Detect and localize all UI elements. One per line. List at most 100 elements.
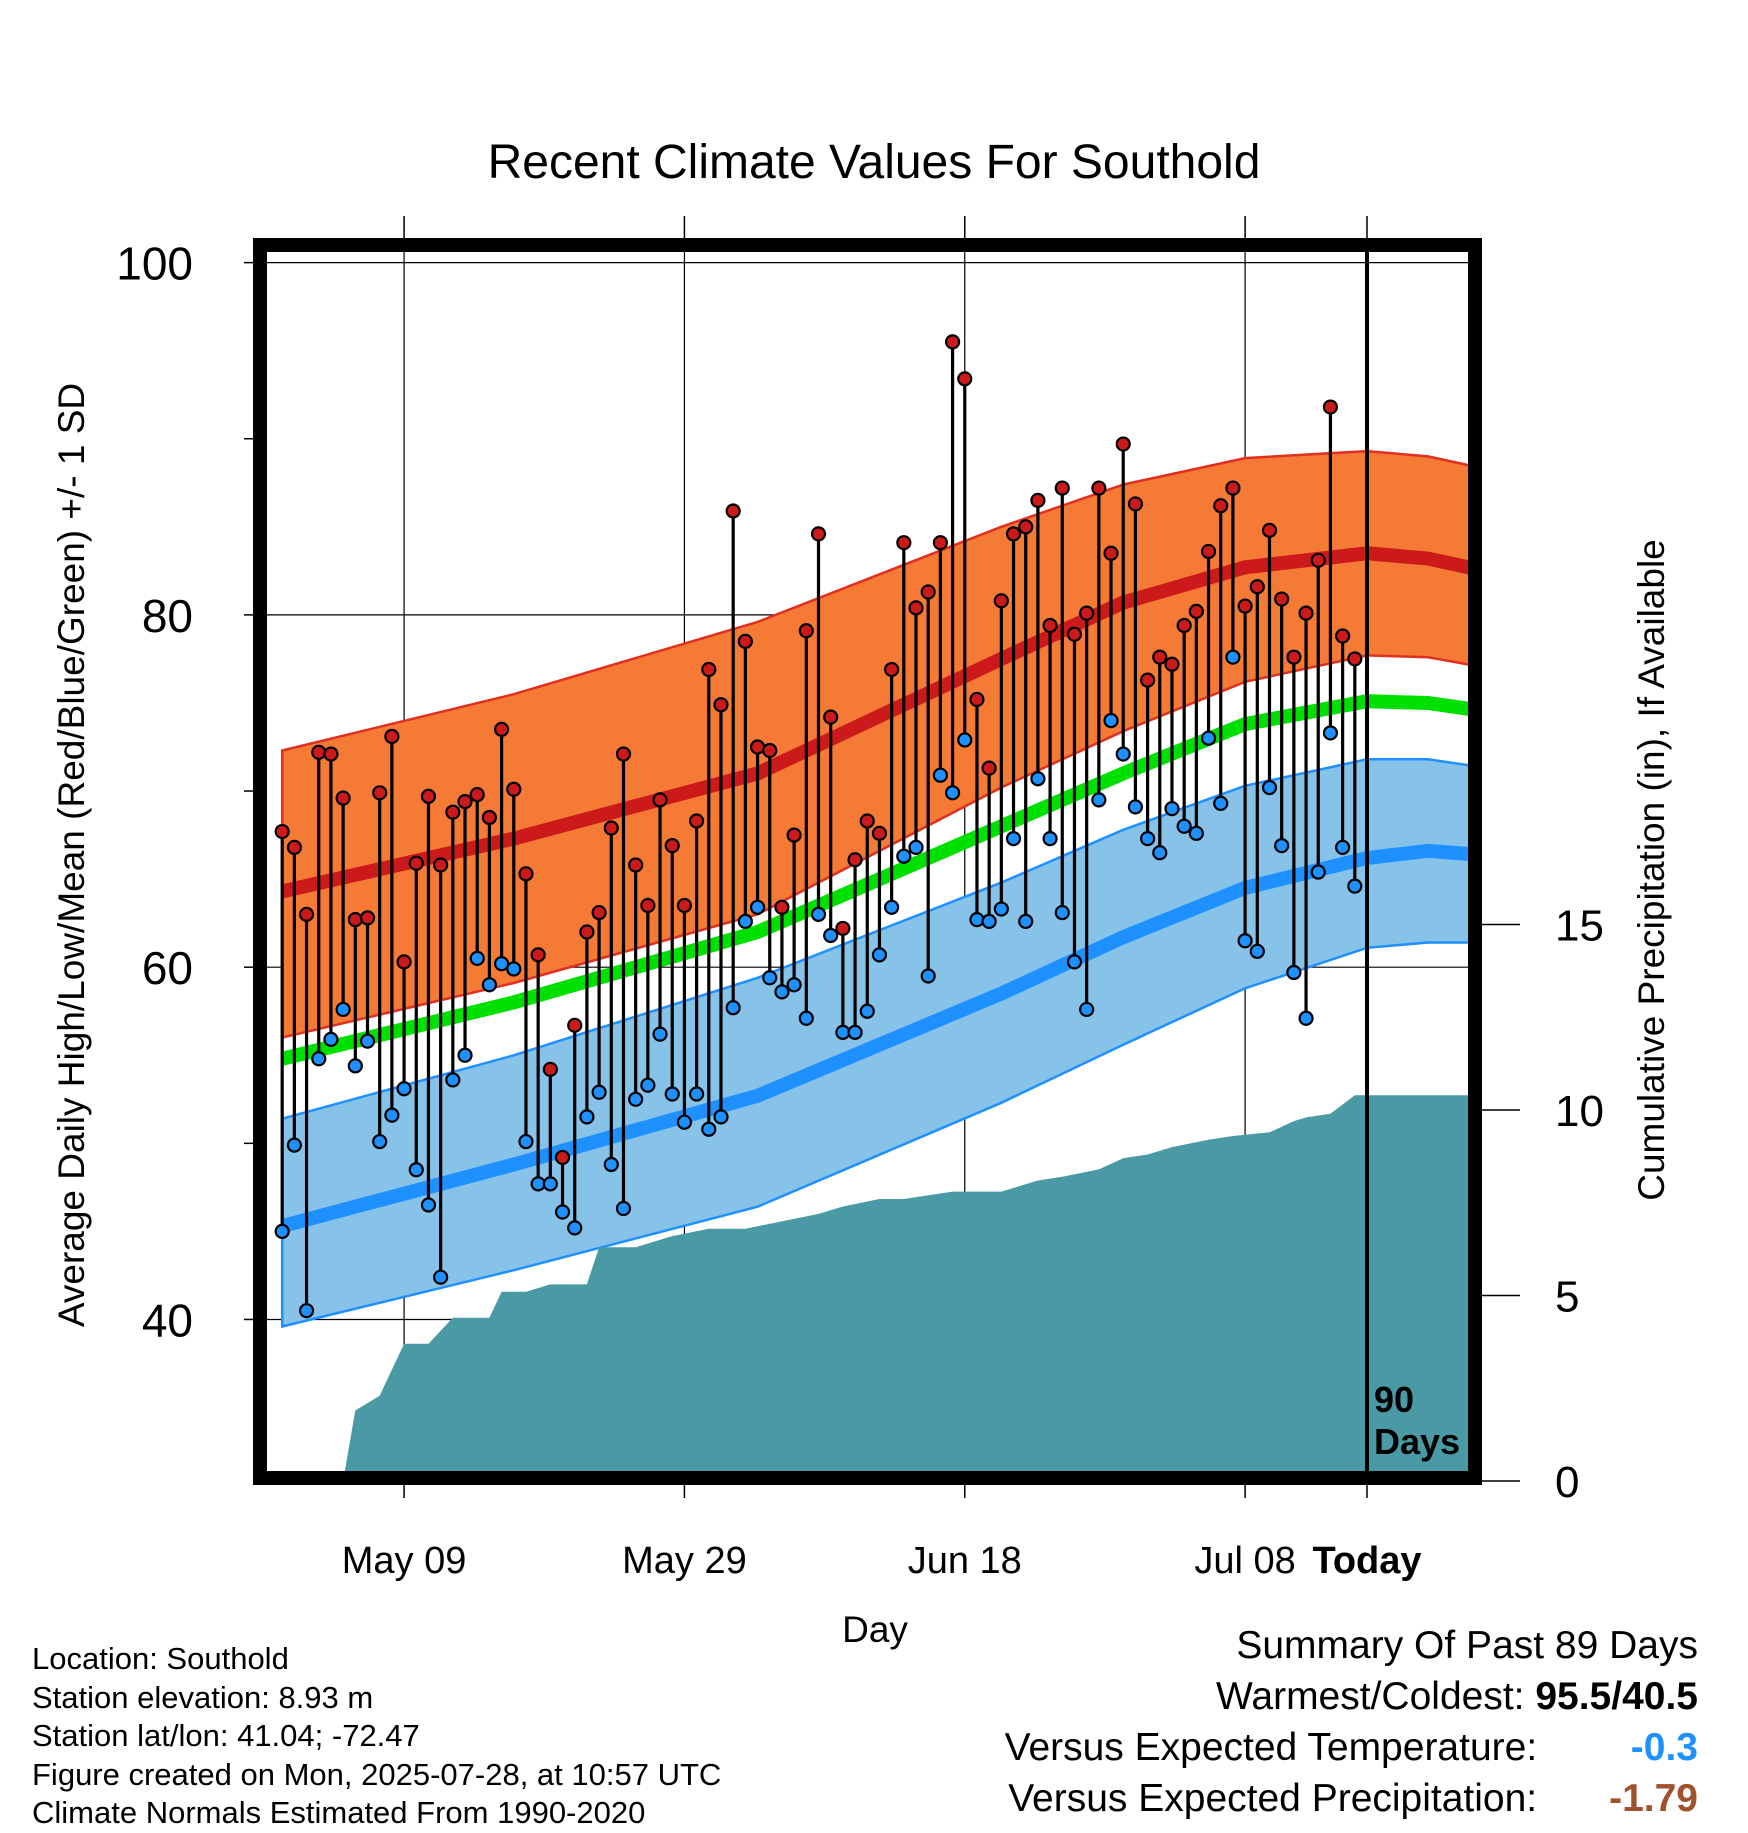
daily-high-point <box>1200 543 1217 560</box>
daily-high-point <box>481 809 497 826</box>
daily-low-point <box>591 1084 607 1100</box>
daily-low-point <box>603 1156 619 1173</box>
daily-high-point <box>676 897 693 914</box>
daily-low-point <box>1249 943 1265 959</box>
daily-low-point <box>506 961 522 977</box>
daily-low-point <box>1213 795 1229 811</box>
daily-high-point <box>835 920 851 937</box>
daily-low-point <box>993 901 1009 917</box>
daily-high-point <box>1249 579 1265 595</box>
x-axis-label: Day <box>842 1609 908 1650</box>
summary-title: Summary Of Past 89 Days <box>1236 1624 1698 1667</box>
today-marker-label: 90 <box>1374 1379 1414 1420</box>
daily-low-point <box>969 912 985 928</box>
daily-high-point <box>384 728 400 745</box>
daily-low-point <box>542 1176 558 1192</box>
daily-low-point <box>1127 799 1144 815</box>
daily-high-point <box>420 788 437 804</box>
daily-low-point <box>823 927 839 944</box>
daily-low-point <box>518 1133 534 1150</box>
daily-high-point <box>1261 522 1278 538</box>
daily-low-point <box>530 1176 546 1192</box>
daily-high-point <box>298 906 315 922</box>
daily-high-point <box>518 866 534 882</box>
daily-low-point <box>1188 825 1204 841</box>
elevation-text: Station elevation: 8.93 m <box>32 1679 374 1715</box>
created-text: Figure created on Mon, 2025-07-28, at 10… <box>32 1756 722 1792</box>
daily-high-point <box>713 697 729 713</box>
daily-high-point <box>1054 480 1070 496</box>
daily-low-point <box>1225 649 1241 665</box>
daily-low-point <box>298 1303 315 1319</box>
daily-high-point <box>957 371 973 387</box>
daily-low-point <box>554 1204 571 1220</box>
daily-low-point <box>932 767 948 783</box>
daily-low-point <box>1200 730 1217 746</box>
daily-low-point <box>445 1072 461 1088</box>
daily-low-point <box>1176 818 1192 834</box>
daily-low-point <box>1152 845 1168 861</box>
temp-value: -0.3 <box>1630 1726 1698 1769</box>
daily-low-point <box>725 1000 741 1016</box>
daily-low-point <box>1335 839 1351 856</box>
daily-low-point <box>713 1109 729 1125</box>
today-marker-label: Days <box>1374 1421 1460 1462</box>
daily-high-point <box>701 661 717 678</box>
daily-high-point <box>725 503 741 519</box>
daily-low-point <box>835 1024 851 1040</box>
daily-high-point <box>640 897 656 914</box>
y2-axis-label: Cumulative Precipitation (in), If Availa… <box>1631 539 1672 1201</box>
daily-high-point <box>749 739 766 755</box>
daily-low-point <box>1261 779 1278 796</box>
daily-high-point <box>396 954 412 970</box>
daily-high-point <box>798 623 814 639</box>
daily-high-point <box>1030 492 1046 509</box>
daily-high-point <box>469 786 485 803</box>
y2-tick-label: 0 <box>1555 1458 1579 1507</box>
daily-high-point <box>908 600 924 616</box>
daily-low-point <box>652 1026 668 1042</box>
daily-high-point <box>1298 605 1314 621</box>
daily-high-point <box>774 899 790 915</box>
daily-low-point <box>420 1197 437 1213</box>
daily-low-point <box>1030 771 1046 787</box>
daily-high-point <box>981 760 997 776</box>
daily-low-point <box>372 1133 388 1150</box>
daily-high-point <box>1115 436 1131 452</box>
x-tick-label: May 29 <box>622 1540 747 1582</box>
daily-high-point <box>1005 526 1022 542</box>
daily-low-point <box>786 977 802 993</box>
daily-high-point <box>628 857 644 873</box>
daily-low-point <box>323 1031 339 1048</box>
station-info: Location: Southold Station elevation: 8.… <box>32 1640 721 1833</box>
warm-cold-separator: / <box>1611 1675 1623 1718</box>
x-tick-label: Jun 18 <box>908 1540 1022 1582</box>
daily-high-point <box>408 855 424 871</box>
y-tick-label: 100 <box>116 238 193 290</box>
daily-low-point <box>798 1010 814 1026</box>
daily-low-point <box>408 1162 424 1178</box>
daily-high-point <box>1237 598 1253 614</box>
daily-high-point <box>457 794 473 810</box>
precip-area <box>343 1095 1475 1478</box>
daily-low-point <box>749 899 766 915</box>
daily-low-point <box>274 1223 290 1240</box>
daily-high-point <box>1164 656 1180 672</box>
daily-low-point <box>701 1121 717 1137</box>
daily-low-point <box>1115 746 1131 762</box>
daily-low-point <box>774 984 790 1000</box>
daily-high-point <box>810 526 827 542</box>
daily-high-point <box>603 820 619 836</box>
summary-temp-row: Versus Expected Temperature: -0.3 <box>1005 1722 1698 1773</box>
x-tick-label: Jul 08 <box>1194 1540 1295 1582</box>
daily-low-point <box>493 956 510 972</box>
daily-high-point <box>372 785 388 801</box>
daily-high-point <box>896 535 912 551</box>
daily-high-point <box>847 852 863 868</box>
daily-low-point <box>957 732 973 748</box>
daily-low-point <box>810 906 827 922</box>
daily-low-point <box>871 947 888 963</box>
precip-value: -1.79 <box>1609 1777 1698 1820</box>
daily-high-point <box>359 910 376 926</box>
